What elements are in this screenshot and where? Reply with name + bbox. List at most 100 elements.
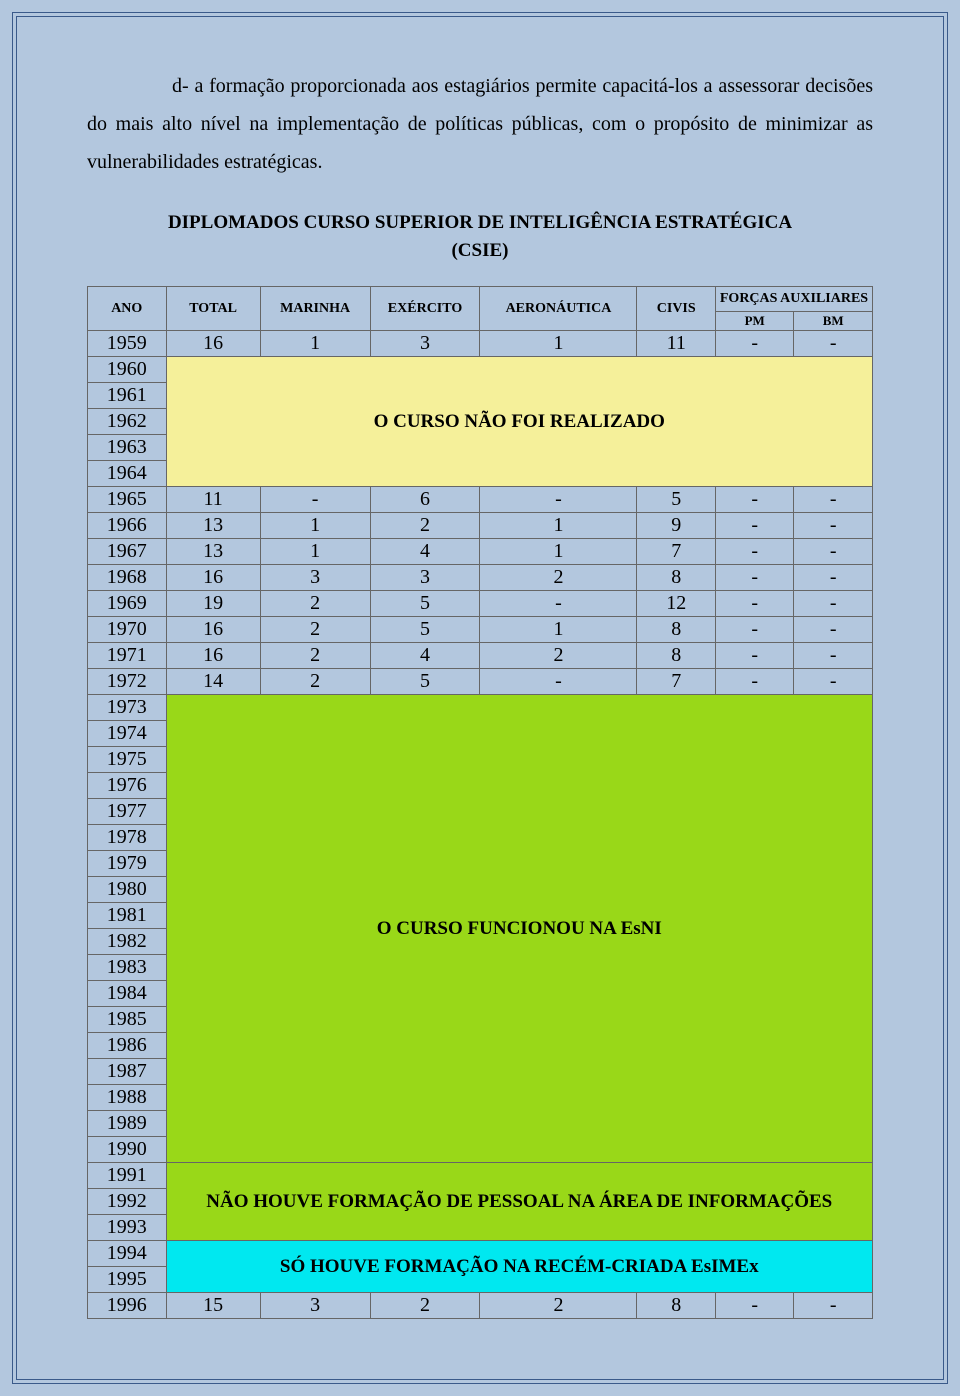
cell: 5 <box>370 669 480 695</box>
cell: - <box>715 617 794 643</box>
cell: - <box>794 331 873 357</box>
cell-ano: 1996 <box>88 1293 167 1319</box>
msg-yellow: O CURSO NÃO FOI REALIZADO <box>166 357 873 487</box>
cell-ano: 1974 <box>88 721 167 747</box>
msg-green-1: O CURSO FUNCIONOU NA EsNI <box>166 695 873 1163</box>
cell: - <box>794 513 873 539</box>
cell-ano: 1980 <box>88 877 167 903</box>
cell: 7 <box>637 539 716 565</box>
cell-ano: 1986 <box>88 1033 167 1059</box>
cell: 4 <box>370 643 480 669</box>
cell-ano: 1969 <box>88 591 167 617</box>
cell: 16 <box>166 331 260 357</box>
cell: - <box>794 487 873 513</box>
cell-ano: 1992 <box>88 1189 167 1215</box>
cell-ano: 1961 <box>88 383 167 409</box>
th-aeronautica: AERONÁUTICA <box>480 287 637 331</box>
table-row: 1966 13 1 2 1 9 - - <box>88 513 873 539</box>
cell: 3 <box>260 1293 370 1319</box>
cell: 1 <box>260 539 370 565</box>
header-row-1: ANO TOTAL MARINHA EXÉRCITO AERONÁUTICA C… <box>88 287 873 312</box>
cell: 2 <box>480 1293 637 1319</box>
table-row: 1971 16 2 4 2 8 - - <box>88 643 873 669</box>
cell: - <box>480 487 637 513</box>
cell: - <box>794 591 873 617</box>
cell: 8 <box>637 565 716 591</box>
cell: - <box>794 565 873 591</box>
table-title-line2: (CSIE) <box>451 240 508 261</box>
cell: 8 <box>637 1293 716 1319</box>
cell: - <box>794 643 873 669</box>
table-row: 1973 O CURSO FUNCIONOU NA EsNI <box>88 695 873 721</box>
cell-ano: 1970 <box>88 617 167 643</box>
th-marinha: MARINHA <box>260 287 370 331</box>
cell: 14 <box>166 669 260 695</box>
cell: - <box>794 539 873 565</box>
cell-ano: 1981 <box>88 903 167 929</box>
cell: - <box>715 669 794 695</box>
cell-ano: 1978 <box>88 825 167 851</box>
cell: 16 <box>166 565 260 591</box>
cell-ano: 1968 <box>88 565 167 591</box>
cell-ano: 1990 <box>88 1137 167 1163</box>
page-border-outer: d- a formação proporcionada aos estagiár… <box>12 12 948 1384</box>
cell-ano: 1967 <box>88 539 167 565</box>
cell-ano: 1987 <box>88 1059 167 1085</box>
th-ano: ANO <box>88 287 167 331</box>
th-forcas: FORÇAS AUXILIARES <box>715 287 872 312</box>
cell: 3 <box>370 565 480 591</box>
cell: 1 <box>260 331 370 357</box>
cell-ano: 1965 <box>88 487 167 513</box>
table-row: 1959 16 1 3 1 11 - - <box>88 331 873 357</box>
cell-ano: 1959 <box>88 331 167 357</box>
cell: 1 <box>260 513 370 539</box>
cell-ano: 1984 <box>88 981 167 1007</box>
table-row: 1960 O CURSO NÃO FOI REALIZADO <box>88 357 873 383</box>
cell: 11 <box>166 487 260 513</box>
cell-ano: 1994 <box>88 1241 167 1267</box>
cell: - <box>715 331 794 357</box>
cell: 15 <box>166 1293 260 1319</box>
cell: - <box>794 1293 873 1319</box>
cell: 11 <box>637 331 716 357</box>
cell: 1 <box>480 617 637 643</box>
page-border-inner: d- a formação proporcionada aos estagiár… <box>16 16 944 1380</box>
cell: 1 <box>480 513 637 539</box>
cell-ano: 1964 <box>88 461 167 487</box>
th-bm: BM <box>794 312 873 331</box>
cell: 16 <box>166 643 260 669</box>
cell-ano: 1966 <box>88 513 167 539</box>
cell: 6 <box>370 487 480 513</box>
cell-ano: 1963 <box>88 435 167 461</box>
cell-ano: 1975 <box>88 747 167 773</box>
cell: 2 <box>480 565 637 591</box>
cell: 2 <box>260 669 370 695</box>
table-row: 1968 16 3 3 2 8 - - <box>88 565 873 591</box>
cell: - <box>794 617 873 643</box>
cell: - <box>715 643 794 669</box>
table-row: 1967 13 1 4 1 7 - - <box>88 539 873 565</box>
cell-ano: 1972 <box>88 669 167 695</box>
cell: - <box>715 513 794 539</box>
table-row: 1994 SÓ HOUVE FORMAÇÃO NA RECÉM-CRIADA E… <box>88 1241 873 1267</box>
th-exercito: EXÉRCITO <box>370 287 480 331</box>
cell: 1 <box>480 331 637 357</box>
cell: 8 <box>637 617 716 643</box>
cell: 2 <box>260 617 370 643</box>
cell: - <box>715 487 794 513</box>
cell: 5 <box>637 487 716 513</box>
cell-ano: 1971 <box>88 643 167 669</box>
cell: - <box>715 565 794 591</box>
cell: 2 <box>480 643 637 669</box>
cell: - <box>794 669 873 695</box>
cell-ano: 1973 <box>88 695 167 721</box>
cell-ano: 1985 <box>88 1007 167 1033</box>
cell: 4 <box>370 539 480 565</box>
th-pm: PM <box>715 312 794 331</box>
table-row: 1965 11 - 6 - 5 - - <box>88 487 873 513</box>
cell: - <box>715 591 794 617</box>
cell: - <box>480 591 637 617</box>
cell-ano: 1983 <box>88 955 167 981</box>
cell: 3 <box>370 331 480 357</box>
cell: 7 <box>637 669 716 695</box>
